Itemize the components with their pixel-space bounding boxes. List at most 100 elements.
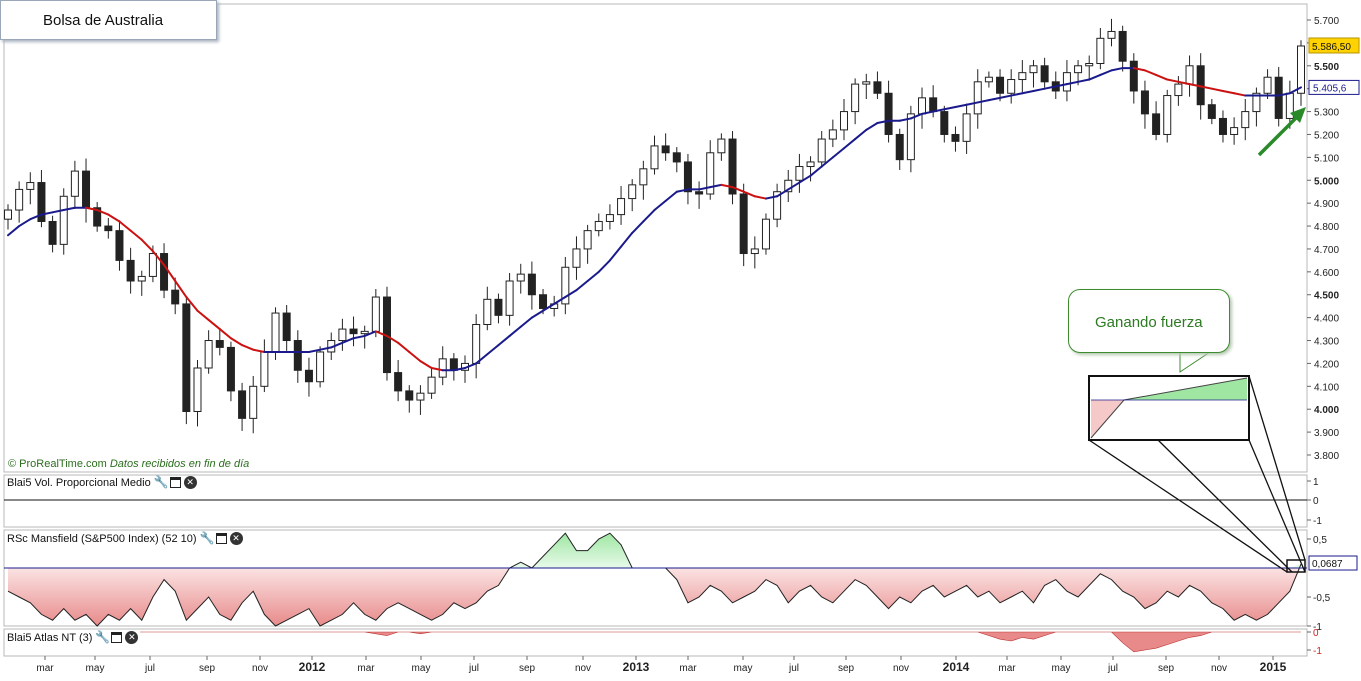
candle (639, 160, 648, 200)
vol-tick-label: 1 (1313, 477, 1319, 488)
window-icon[interactable] (111, 632, 123, 643)
ma-segment (497, 334, 511, 347)
candle (1007, 69, 1016, 104)
candle (1163, 89, 1172, 143)
candle-body (828, 129, 837, 140)
ma-segment (397, 341, 411, 353)
x-tick-label: 2012 (299, 660, 326, 674)
candle-body (1029, 65, 1038, 74)
candle (82, 158, 91, 223)
candle-body (973, 81, 982, 115)
candle-body (1018, 72, 1027, 81)
candle (594, 213, 603, 237)
ma-segment (229, 337, 244, 347)
candle (918, 87, 927, 129)
candle-body (672, 152, 681, 163)
candle-body (226, 346, 235, 392)
candle-body (851, 83, 860, 113)
ma-segment (7, 225, 21, 237)
callout-text: Ganando fuerza (1095, 314, 1203, 331)
zoom-connector (1248, 375, 1306, 561)
ma-segment (820, 156, 834, 168)
candle (59, 188, 68, 255)
candle (160, 243, 169, 299)
candle-body (126, 259, 135, 282)
candle-body (951, 133, 960, 142)
candle-body (215, 340, 224, 348)
close-icon[interactable]: ✕ (125, 631, 139, 644)
ma-segment (29, 213, 43, 221)
ma-segment (1010, 92, 1024, 97)
candle (360, 325, 369, 349)
ma-segment (1043, 85, 1057, 90)
credit-note: Datos recibidos en fin de día (109, 458, 250, 470)
candle (171, 277, 180, 315)
y-tick-label: 5.500 (1314, 62, 1339, 73)
x-tick-label: may (1052, 663, 1071, 674)
ma-segment (519, 316, 533, 328)
panel-label-vol: Blai5 Vol. Proporcional Medio 🔧 ✕ (5, 476, 199, 489)
x-tick-label: nov (252, 663, 268, 674)
x-tick-label: may (734, 663, 753, 674)
ma-segment (731, 186, 745, 193)
candle (494, 293, 503, 324)
candle (984, 71, 993, 88)
ma-segment (653, 199, 667, 212)
candle-body (806, 161, 815, 168)
x-tick-label: nov (893, 663, 909, 674)
x-tick-label: 2013 (623, 660, 650, 674)
close-icon[interactable]: ✕ (183, 476, 197, 489)
candle-body (795, 166, 804, 181)
ma-segment (40, 211, 54, 216)
candle-body (160, 253, 169, 291)
candle-body (1129, 60, 1138, 92)
ma-segment (776, 188, 790, 198)
y-tick-label: 4.500 (1314, 291, 1339, 302)
zoom-inset (1088, 351, 1306, 573)
candle-body (884, 92, 893, 135)
window-icon[interactable] (169, 477, 181, 488)
candle (1107, 18, 1116, 47)
candle (338, 318, 347, 351)
candle (895, 128, 904, 170)
candle-body (1230, 127, 1239, 135)
x-tick-label: sep (199, 663, 216, 674)
wrench-icon[interactable]: 🔧 (153, 475, 169, 489)
candle-body (1263, 76, 1272, 94)
close-icon[interactable]: ✕ (229, 532, 243, 545)
ma-segment (831, 147, 845, 159)
candle-body (784, 179, 793, 193)
window-icon[interactable] (215, 533, 227, 544)
candle-body (516, 273, 525, 282)
ma-segment (954, 103, 968, 108)
candle-body (773, 191, 782, 220)
y-tick-label: 4.300 (1314, 337, 1339, 348)
candle-body (438, 358, 447, 378)
candle-body (906, 113, 915, 161)
candle-body (1241, 111, 1250, 129)
wrench-icon[interactable]: 🔧 (95, 630, 111, 644)
candle (15, 181, 24, 223)
ma-segment (709, 183, 723, 189)
candle (973, 69, 982, 129)
candle-body (505, 280, 514, 316)
panel-name-rsc: RSc Mansfield (S&P500 Index) (52 10) (7, 532, 197, 545)
ma-segment (129, 229, 143, 241)
candle (226, 341, 235, 402)
candle (1140, 80, 1149, 129)
candle (304, 357, 313, 397)
x-tick-label: jul (144, 663, 155, 674)
wrench-icon[interactable]: 🔧 (199, 531, 215, 545)
ma-segment (252, 348, 266, 353)
candle (405, 385, 414, 413)
rsc-negative-area (8, 568, 1301, 626)
candle (1096, 28, 1105, 70)
y-tick-label: 3.800 (1314, 451, 1339, 462)
ma-segment (363, 330, 377, 337)
ma-segment (185, 296, 199, 312)
candle (293, 330, 302, 383)
zoom-connector (1088, 439, 1288, 573)
candle-body (93, 207, 102, 227)
candle-body (249, 385, 258, 419)
